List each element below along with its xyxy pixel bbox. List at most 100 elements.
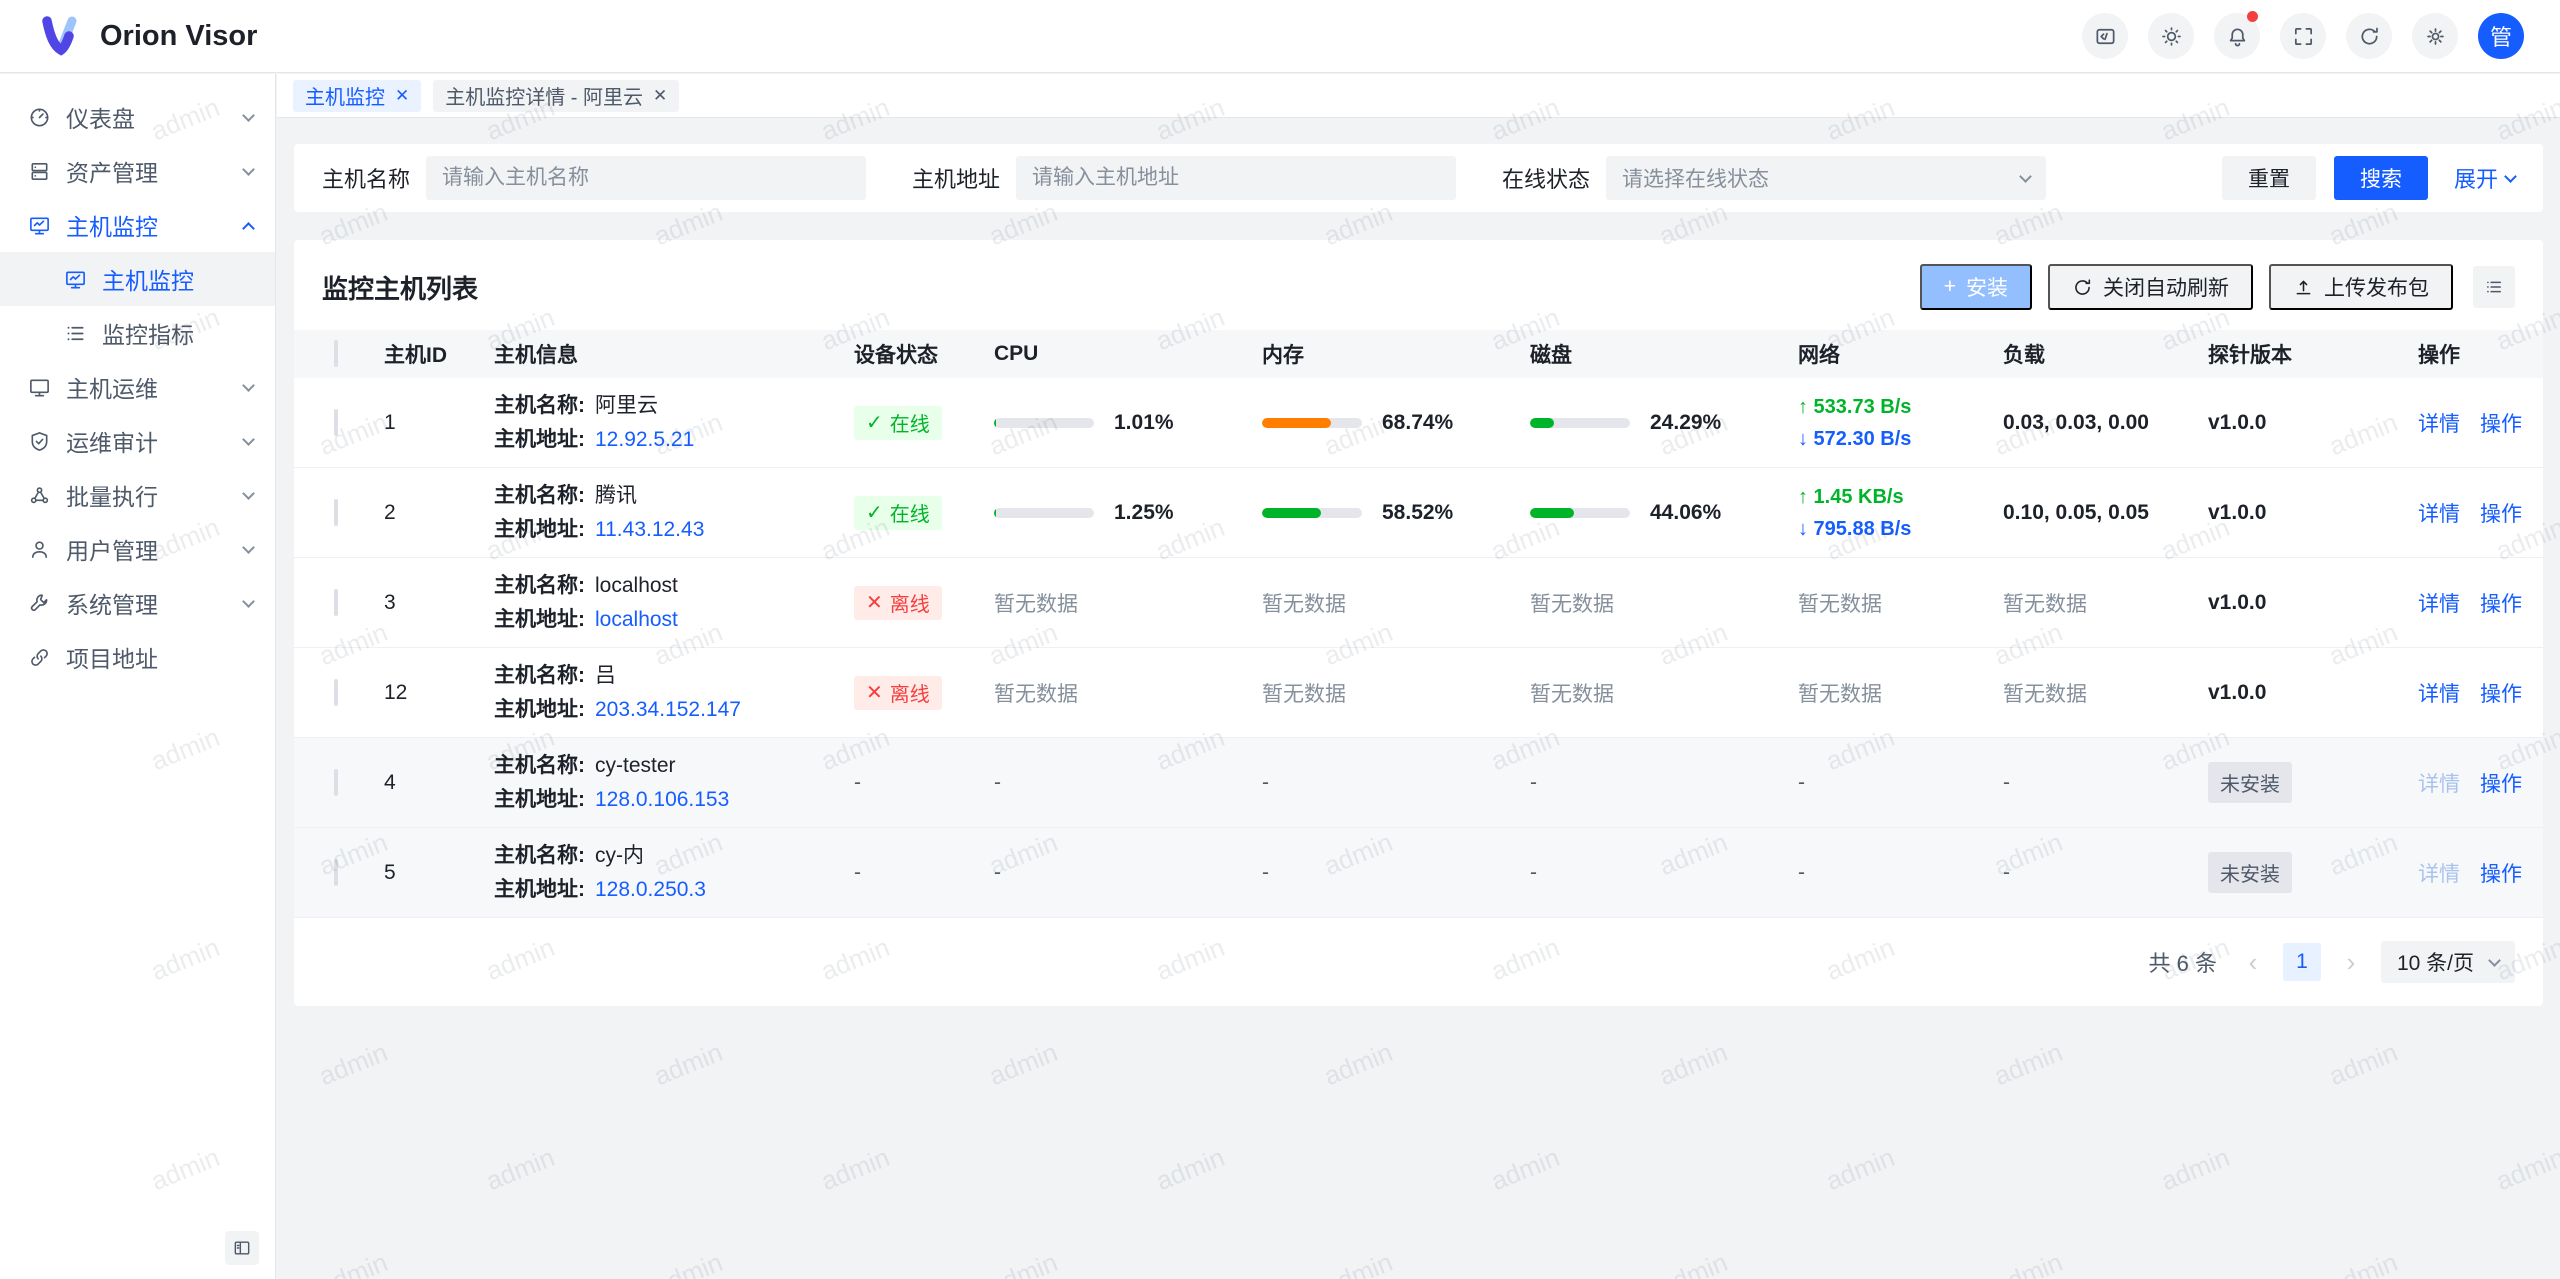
cpu-cell: - [982,771,1250,795]
network-upload: ↑ 1.45 KB/s [1798,485,1904,508]
sidebar-collapse-button[interactable] [225,1231,259,1265]
sidebar-item-1[interactable]: 资产管理 [0,144,275,198]
host-id: 3 [384,590,396,614]
chevron-down-icon [2019,169,2032,183]
action-link[interactable]: 操作 [2480,502,2522,526]
next-page-button[interactable]: › [2346,946,2356,977]
host-id: 12 [384,680,408,704]
detail-link[interactable]: 详情 [2418,412,2460,436]
cpu-cell: 1.25% [982,501,1250,525]
brand: Orion Visor [38,16,257,56]
network-cell-wrap: 暂无数据 [1786,678,1991,708]
row-checkbox[interactable] [334,858,338,886]
col-actions: 操作 [2418,344,2460,367]
sidebar-item-8[interactable]: 项目地址 [0,630,275,684]
sidebar-item-6[interactable]: 用户管理 [0,522,275,576]
sidebar-subitem-2-1[interactable]: 监控指标 [0,306,275,360]
row-checkbox[interactable] [334,768,338,796]
host-id: 1 [384,410,396,434]
load-cell: 暂无数据 [1991,588,2196,618]
col-memory: 内存 [1262,344,1304,367]
tab-close-icon[interactable]: ✕ [395,85,410,105]
sidebar-subitem-2-0[interactable]: 主机监控 [0,252,275,306]
action-link[interactable]: 操作 [2480,862,2522,886]
filter-select-2[interactable]: 请选择在线状态 [1606,156,2047,200]
metric: 1.01% [994,411,1250,435]
fullscreen-button[interactable] [2280,13,2326,59]
detail-link[interactable]: 详情 [2418,592,2460,616]
network-cell-wrap: - [1786,861,1991,885]
host-address-link[interactable]: 203.34.152.147 [595,697,741,721]
detail-link[interactable]: 详情 [2418,502,2460,526]
search-button[interactable]: 搜索 [2333,156,2428,200]
topbar-actions: 管 [2082,11,2524,59]
network-cell: ↑ 1.45 KB/s ↓ 795.88 B/s [1798,481,1991,545]
probe-version: v1.0.0 [2208,680,2267,704]
sidebar-subitem-label: 主机监控 [102,268,194,294]
code-button[interactable] [2082,13,2128,59]
settings-button[interactable] [2412,13,2458,59]
row-checkbox[interactable] [334,408,338,436]
host-address-label: 主机地址: [494,877,585,901]
sidebar-item-0[interactable]: 仪表盘 [0,90,275,144]
sidebar-item-4[interactable]: 运维审计 [0,414,275,468]
filter-input-1[interactable] [1032,166,1441,190]
column-settings-button[interactable] [2473,266,2515,308]
tab-close-icon[interactable]: ✕ [653,85,668,105]
sidebar-item-5[interactable]: 批量执行 [0,468,275,522]
no-data-text: 暂无数据 [2003,682,2087,706]
row-checkbox[interactable] [334,498,338,526]
tab-1[interactable]: 主机监控详情 - 阿里云 ✕ [433,79,680,112]
page-size-select[interactable]: 10 条/页 [2380,941,2515,983]
not-installed-badge: 未安装 [2208,852,2292,893]
prev-page-button[interactable]: ‹ [2248,946,2258,977]
upload-package-button[interactable]: 上传发布包 [2269,264,2453,310]
version-cell: 未安装 [2196,852,2406,893]
sidebar-item-label: 批量执行 [66,484,158,510]
sidebar-item-7[interactable]: 系统管理 [0,576,275,630]
status-badge: ✕ 离线 [854,585,942,620]
notifications-button[interactable] [2214,11,2260,59]
empty-value: - [854,770,861,794]
table-row: 2 主机名称: 腾讯 主机地址: 11.43.12.43 ✓ 在线 1.25% 58.… [294,468,2543,558]
device-status-cell: ✕ 离线 [842,585,982,620]
load-cell: - [1991,771,2196,795]
list-title: 监控主机列表 [322,273,479,304]
host-address-link[interactable]: 128.0.106.153 [595,787,730,811]
page-number-1[interactable]: 1 [2282,943,2321,981]
action-link[interactable]: 操作 [2480,772,2522,796]
avatar[interactable]: 管 [2478,13,2524,59]
detail-link[interactable]: 详情 [2418,682,2460,706]
host-address-link[interactable]: 128.0.250.3 [595,877,706,901]
load-cell: 0.10, 0.05, 0.05 [1991,501,2196,525]
reset-button[interactable]: 重置 [2221,156,2316,200]
host-address-link[interactable]: 11.43.12.43 [595,517,705,541]
toggle-auto-refresh-button[interactable]: 关闭自动刷新 [2048,264,2253,310]
chevron-icon [242,378,255,392]
tab-0[interactable]: 主机监控 ✕ [293,79,422,112]
sidebar-subitem-label: 监控指标 [102,322,194,348]
action-link[interactable]: 操作 [2480,412,2522,436]
progress-bar [1262,417,1362,428]
row-checkbox[interactable] [334,678,338,706]
action-link[interactable]: 操作 [2480,592,2522,616]
table-row: 3 主机名称: localhost 主机地址: localhost ✕ 离线 暂无数据… [294,558,2543,648]
memory-cell: 暂无数据 [1250,588,1518,618]
detail-link[interactable]: 详情 [2418,772,2460,796]
sidebar-item-2[interactable]: 主机监控 [0,198,275,252]
host-address-label: 主机地址: [494,427,585,451]
detail-link[interactable]: 详情 [2418,862,2460,886]
select-all-checkbox[interactable] [334,340,338,367]
cpu-cell: 1.01% [982,411,1250,435]
filter-input-0[interactable] [442,166,851,190]
probe-version: v1.0.0 [2208,590,2267,614]
sidebar-item-3[interactable]: 主机运维 [0,360,275,414]
theme-toggle-button[interactable] [2148,13,2194,59]
host-address-link[interactable]: 12.92.5.21 [595,427,695,451]
refresh-button[interactable] [2346,13,2392,59]
row-checkbox[interactable] [334,588,338,616]
install-button[interactable]: + 安装 [1919,264,2032,310]
host-address-link[interactable]: localhost [595,607,678,631]
expand-toggle[interactable]: 展开 [2454,162,2517,194]
action-link[interactable]: 操作 [2480,682,2522,706]
